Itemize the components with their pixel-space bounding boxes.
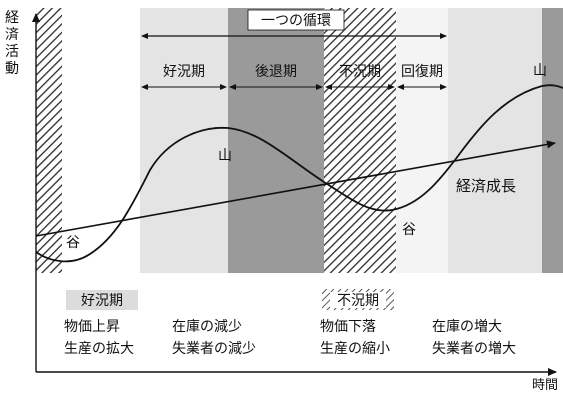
phase-labels: 好況期 後退期 不況期 回復期 — [141, 63, 447, 90]
cycle-label-box — [247, 9, 345, 31]
dark-band-right — [542, 8, 563, 273]
legend-boom-item: 生産の拡大 — [64, 341, 134, 357]
legend-slump-item: 失業者の増大 — [432, 341, 516, 357]
cycle-span: 一つの循環 — [141, 9, 447, 39]
trough-label-1: 谷 — [66, 235, 80, 251]
legend-slump-item: 在庫の増大 — [432, 318, 502, 335]
light-band-recovery — [396, 8, 448, 273]
phase-label-slump: 不況期 — [339, 64, 381, 80]
legend-boom-item: 失業者の減少 — [172, 340, 256, 357]
legend-boom-item: 物価上昇 — [64, 319, 120, 335]
legend-slump-title-bg — [330, 292, 386, 308]
legend-boom: 好況期 物価上昇 在庫の減少 生産の拡大 失業者の減少 — [64, 290, 256, 357]
business-cycle-curve — [35, 84, 563, 263]
phase-label-recovery: 回復期 — [401, 63, 443, 80]
trough-label-2: 谷 — [402, 222, 416, 238]
legend-slump-item: 物価下落 — [320, 319, 376, 335]
x-axis-label: 時間 — [532, 378, 558, 393]
legend-boom-title-box — [66, 290, 138, 310]
phase-bands — [36, 8, 563, 273]
axes — [32, 13, 557, 376]
hatched-band-left — [36, 8, 62, 273]
peak-label-1: 山 — [218, 148, 232, 164]
legend-slump-title: 不況期 — [337, 293, 379, 309]
legend-slump-item: 生産の縮小 — [320, 341, 390, 357]
hatched-band-slump — [324, 8, 396, 273]
legend-boom-title: 好況期 — [81, 293, 123, 309]
cycle-label: 一つの循環 — [261, 13, 331, 29]
legend-boom-item: 在庫の減少 — [172, 318, 242, 335]
dark-band-recession — [228, 8, 324, 273]
light-band-boom — [140, 8, 228, 273]
trend-label: 経済成長 — [456, 177, 516, 195]
peak-label-2: 山 — [533, 63, 547, 79]
y-axis-label: 経済活動 — [5, 10, 19, 77]
light-band-boom-2 — [448, 8, 542, 273]
legend-slump: 不況期 物価下落 在庫の増大 生産の縮小 失業者の増大 — [320, 289, 516, 357]
phase-label-boom: 好況期 — [163, 64, 205, 80]
phase-label-recession: 後退期 — [255, 64, 297, 80]
